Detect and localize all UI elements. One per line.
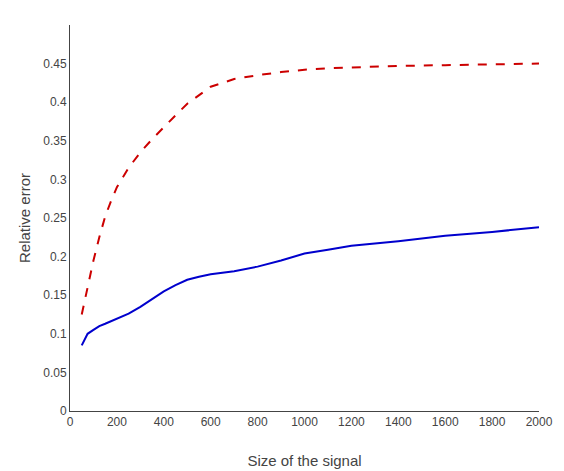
svg-text:1800: 1800 (479, 415, 506, 429)
svg-text:600: 600 (201, 415, 221, 429)
svg-text:0: 0 (67, 415, 74, 429)
svg-text:0.45: 0.45 (43, 57, 67, 71)
svg-text:Size of the signal: Size of the signal (247, 452, 361, 469)
svg-text:400: 400 (154, 415, 174, 429)
svg-text:800: 800 (248, 415, 268, 429)
svg-text:1600: 1600 (432, 415, 459, 429)
svg-text:0.2: 0.2 (50, 250, 67, 264)
svg-text:Relative error: Relative error (16, 173, 33, 263)
svg-text:0.3: 0.3 (50, 173, 67, 187)
svg-text:0.1: 0.1 (50, 327, 67, 341)
svg-text:0.4: 0.4 (50, 95, 67, 109)
svg-text:1200: 1200 (338, 415, 365, 429)
svg-text:1400: 1400 (385, 415, 412, 429)
svg-text:0.25: 0.25 (43, 211, 67, 225)
svg-text:2000: 2000 (526, 415, 553, 429)
svg-text:0.15: 0.15 (43, 288, 67, 302)
svg-text:0.35: 0.35 (43, 134, 67, 148)
svg-text:0: 0 (60, 404, 67, 418)
svg-text:0.05: 0.05 (43, 366, 67, 380)
svg-text:200: 200 (107, 415, 127, 429)
svg-text:1000: 1000 (291, 415, 318, 429)
